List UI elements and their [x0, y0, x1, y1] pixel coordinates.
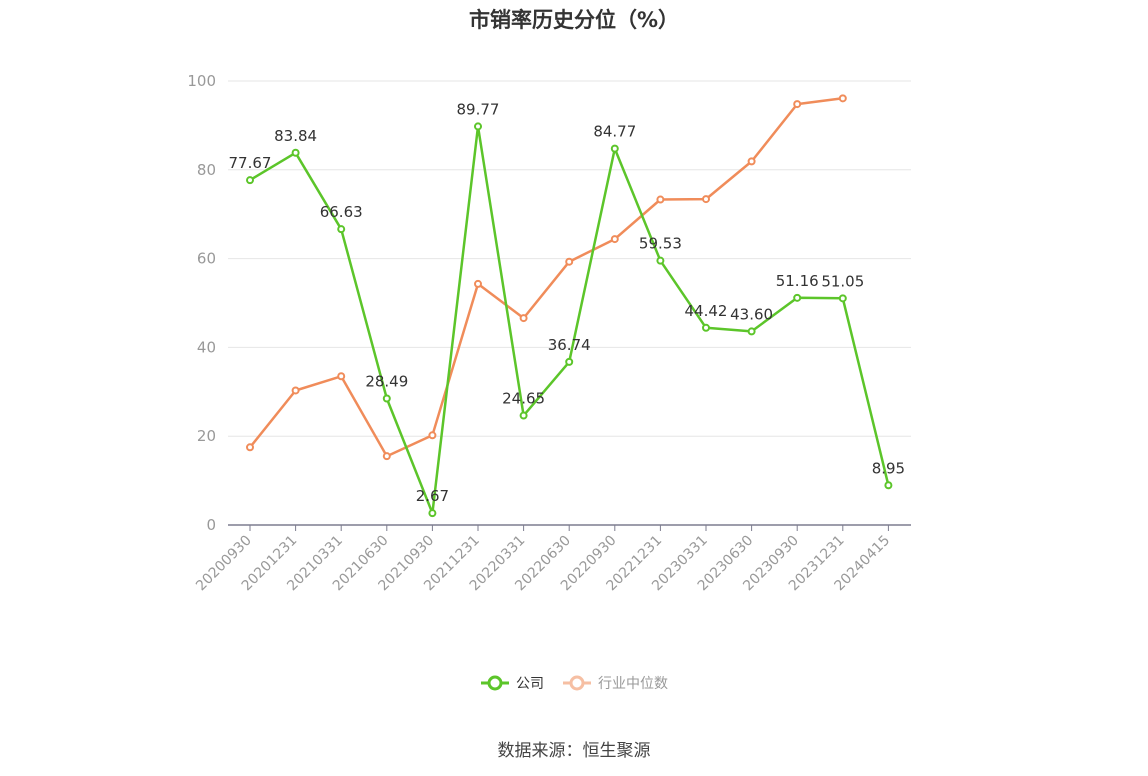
data-point-industry-median[interactable] [382, 452, 391, 461]
data-label: 66.63 [320, 203, 363, 221]
data-point-company[interactable] [337, 225, 346, 234]
y-tick-label: 100 [187, 72, 216, 90]
data-point-industry-median[interactable] [246, 443, 254, 452]
data-point-company[interactable] [291, 148, 300, 157]
data-point-industry-median[interactable] [474, 279, 482, 288]
legend-company-label: 公司 [516, 676, 544, 692]
chart-title: 市销率历史分位（%） [468, 8, 680, 32]
data-point-industry-median[interactable] [428, 431, 437, 440]
legend-company-marker-icon [481, 675, 509, 691]
y-tick-label: 40 [197, 338, 216, 356]
data-label: 2.67 [416, 487, 449, 505]
data-point-company[interactable] [565, 357, 574, 366]
legend-industry-label: 行业中位数 [598, 676, 668, 692]
data-point-company[interactable] [519, 411, 528, 420]
data-label: 44.42 [685, 302, 728, 320]
data-label: 59.53 [639, 235, 682, 253]
data-point-company[interactable] [428, 509, 437, 518]
data-point-company[interactable] [610, 144, 619, 153]
data-point-company[interactable] [382, 394, 391, 403]
data-point-industry-median[interactable] [702, 195, 710, 204]
data-point-industry-median[interactable] [747, 157, 756, 166]
data-point-company[interactable] [656, 256, 665, 265]
data-point-industry-median[interactable] [838, 94, 847, 103]
data-label: 89.77 [457, 100, 500, 118]
data-label: 51.16 [776, 272, 819, 290]
data-point-industry-median[interactable] [793, 100, 802, 109]
data-label: 84.77 [593, 123, 636, 141]
data-point-industry-median[interactable] [519, 314, 528, 323]
y-tick-label: 0 [206, 516, 216, 534]
data-label: 24.65 [502, 390, 545, 408]
data-label: 36.74 [548, 336, 591, 354]
data-point-industry-median[interactable] [565, 257, 574, 266]
data-point-industry-median[interactable] [291, 386, 300, 395]
legend: 公司 行业中位数 [0, 673, 1148, 693]
legend-item-company[interactable]: 公司 [480, 673, 544, 693]
y-tick-label: 20 [197, 427, 216, 445]
data-point-company[interactable] [246, 176, 254, 185]
data-label: 28.49 [365, 373, 408, 391]
data-point-industry-median[interactable] [656, 195, 665, 204]
legend-industry-marker-icon [563, 675, 591, 691]
data-point-industry-median[interactable] [610, 235, 619, 244]
y-tick-label: 60 [197, 250, 216, 268]
series-line-industry-median [249, 97, 843, 458]
y-tick-label: 80 [197, 161, 216, 179]
data-label: 43.60 [730, 305, 773, 323]
series-lines [246, 94, 893, 518]
legend-item-industry-median[interactable]: 行业中位数 [562, 673, 668, 693]
data-label: 77.67 [229, 154, 272, 172]
data-label: 8.95 [872, 459, 905, 477]
data-label: 51.05 [821, 272, 864, 290]
data-point-company[interactable] [747, 327, 756, 336]
data-point-industry-median[interactable] [337, 372, 346, 381]
data-point-company[interactable] [702, 323, 710, 332]
series-line-company [249, 125, 890, 515]
data-label: 83.84 [274, 127, 317, 145]
data-point-company[interactable] [793, 293, 802, 302]
data-point-company[interactable] [838, 294, 847, 303]
data-point-company[interactable] [884, 481, 893, 490]
data-point-company[interactable] [474, 122, 482, 131]
source-note: 数据来源：恒生聚源 [497, 741, 651, 761]
